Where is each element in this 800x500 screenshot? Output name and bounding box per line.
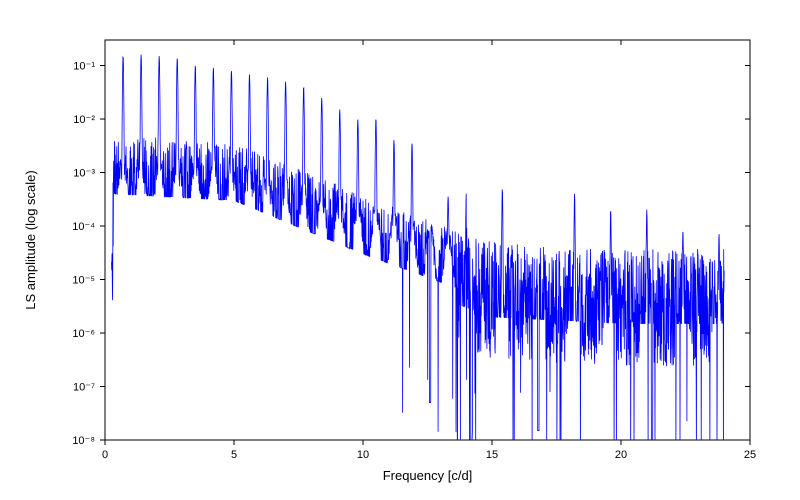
x-tick-label: 10	[357, 449, 369, 461]
x-tick-label: 0	[102, 449, 108, 461]
y-tick-label: 10⁻²	[73, 114, 95, 126]
y-tick-label: 10⁻¹	[73, 61, 95, 73]
y-tick-label: 10⁻⁸	[72, 435, 95, 447]
x-tick-label: 5	[231, 449, 237, 461]
x-tick-label: 15	[486, 449, 498, 461]
x-tick-label: 25	[744, 449, 756, 461]
y-tick-label: 10⁻⁶	[72, 328, 95, 340]
x-axis-label: Frequency [c/d]	[383, 468, 473, 483]
x-tick-label: 20	[615, 449, 627, 461]
y-axis-label: LS amplitude (log scale)	[23, 170, 38, 309]
periodogram-chart: 0 5 10 15 20 25 10⁻⁸ 10⁻⁷ 10⁻⁶ 10⁻⁵ 10⁻⁴ 10⁻³ 10⁻² 10…	[0, 0, 800, 500]
y-tick-label: 10⁻⁷	[73, 382, 95, 394]
y-tick-label: 10⁻³	[73, 168, 95, 180]
periodogram-line	[112, 55, 725, 456]
chart-svg: 0 5 10 15 20 25 10⁻⁸ 10⁻⁷ 10⁻⁶ 10⁻⁵ 10⁻⁴ 10⁻³ 10⁻² 10…	[0, 0, 800, 500]
y-tick-label: 10⁻⁵	[72, 275, 95, 287]
y-tick-label: 10⁻⁴	[72, 221, 95, 233]
